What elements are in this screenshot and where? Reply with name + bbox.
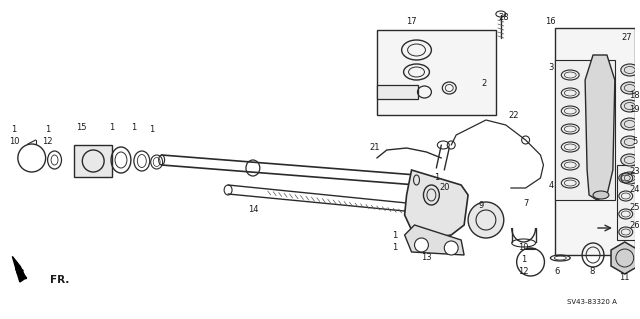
Text: 26: 26 bbox=[629, 221, 640, 231]
Text: 18: 18 bbox=[629, 91, 640, 100]
Text: 2: 2 bbox=[481, 79, 486, 88]
Circle shape bbox=[415, 238, 428, 252]
Polygon shape bbox=[617, 165, 635, 240]
Text: FR.: FR. bbox=[50, 275, 69, 285]
Text: 13: 13 bbox=[421, 254, 432, 263]
Circle shape bbox=[444, 241, 458, 255]
Text: 17: 17 bbox=[406, 18, 417, 26]
Text: 1: 1 bbox=[392, 243, 397, 253]
Text: SV43-83320 A: SV43-83320 A bbox=[567, 299, 617, 305]
Text: 15: 15 bbox=[76, 123, 86, 132]
Text: 23: 23 bbox=[629, 167, 640, 176]
Polygon shape bbox=[404, 170, 468, 238]
Ellipse shape bbox=[621, 154, 639, 166]
Polygon shape bbox=[404, 225, 464, 255]
Text: 22: 22 bbox=[508, 110, 519, 120]
Text: 27: 27 bbox=[621, 33, 632, 42]
Text: 24: 24 bbox=[629, 186, 640, 195]
Text: 20: 20 bbox=[439, 183, 449, 192]
Ellipse shape bbox=[621, 100, 639, 112]
Polygon shape bbox=[12, 256, 26, 282]
Ellipse shape bbox=[621, 118, 639, 130]
Text: 25: 25 bbox=[629, 204, 640, 212]
Bar bbox=[74, 145, 112, 177]
Polygon shape bbox=[585, 55, 615, 200]
Text: 14: 14 bbox=[248, 205, 258, 214]
Text: 3: 3 bbox=[548, 63, 554, 72]
Text: 28: 28 bbox=[499, 13, 509, 23]
Text: 21: 21 bbox=[370, 144, 380, 152]
Text: 1: 1 bbox=[392, 231, 397, 240]
Text: 16: 16 bbox=[545, 18, 556, 26]
Text: 11: 11 bbox=[620, 273, 630, 283]
Text: 12: 12 bbox=[42, 137, 53, 146]
Bar bbox=[377, 85, 419, 99]
Text: 19: 19 bbox=[629, 106, 640, 115]
Text: 7: 7 bbox=[523, 199, 528, 209]
Text: 1: 1 bbox=[434, 174, 439, 182]
Text: 1: 1 bbox=[12, 125, 17, 135]
Text: 9: 9 bbox=[478, 201, 484, 210]
Text: 12: 12 bbox=[518, 268, 529, 277]
Text: 10: 10 bbox=[8, 137, 19, 146]
Text: 4: 4 bbox=[548, 181, 554, 189]
Text: 5: 5 bbox=[632, 137, 637, 146]
Polygon shape bbox=[556, 28, 635, 255]
Text: 8: 8 bbox=[589, 268, 595, 277]
Polygon shape bbox=[556, 60, 615, 200]
Text: 1: 1 bbox=[45, 125, 50, 135]
Ellipse shape bbox=[621, 136, 639, 148]
Polygon shape bbox=[377, 30, 496, 115]
Ellipse shape bbox=[621, 64, 639, 76]
Ellipse shape bbox=[621, 172, 639, 184]
Text: 1: 1 bbox=[131, 123, 136, 132]
Polygon shape bbox=[611, 242, 639, 274]
Text: 1: 1 bbox=[521, 256, 526, 264]
Text: 6: 6 bbox=[555, 268, 560, 277]
Ellipse shape bbox=[621, 82, 639, 94]
Ellipse shape bbox=[593, 191, 609, 199]
Text: 1: 1 bbox=[149, 125, 154, 135]
Text: 10: 10 bbox=[518, 243, 529, 253]
Text: 1: 1 bbox=[109, 123, 115, 132]
Circle shape bbox=[468, 202, 504, 238]
